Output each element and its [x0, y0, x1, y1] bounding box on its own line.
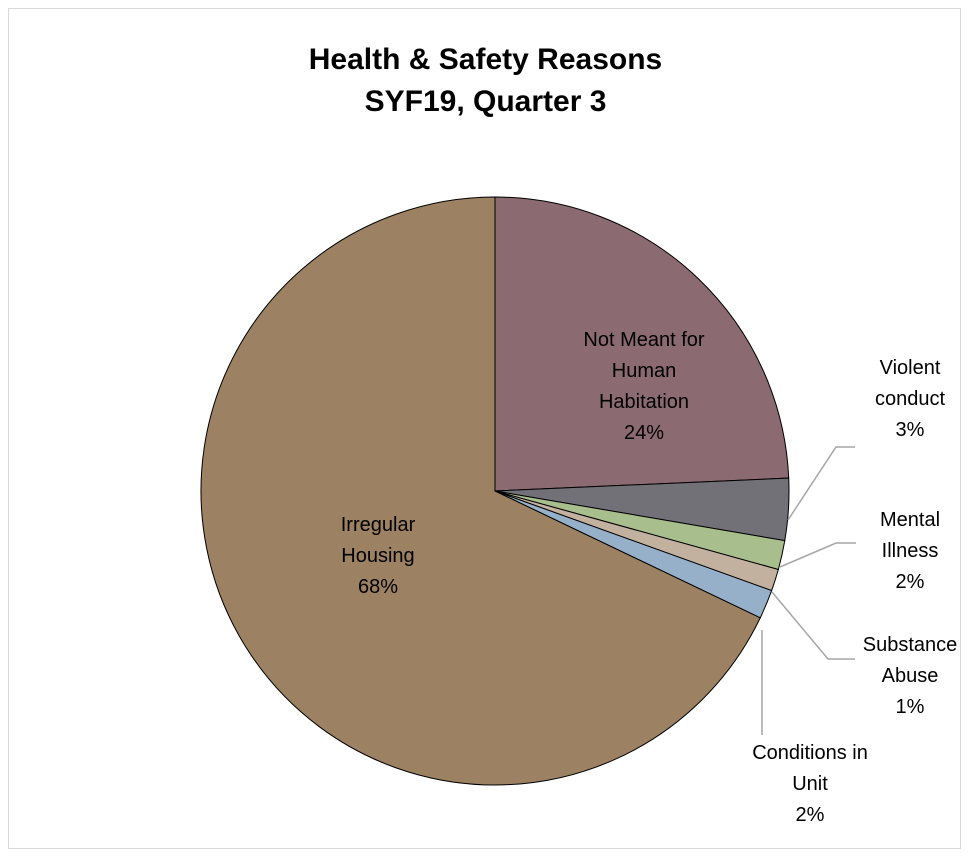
data-label-category: Human: [612, 360, 676, 382]
data-label-category: Violent: [880, 357, 941, 379]
data-label-category: Housing: [341, 545, 414, 567]
data-label: Irregular Housing 68%: [341, 514, 416, 598]
chart-title-line-2: SYF19, Quarter 3: [364, 85, 607, 118]
data-label-category: Irregular: [341, 514, 416, 536]
pie-slice-irregular-housing: [200, 196, 761, 786]
data-label-category: Not Meant for: [583, 329, 705, 351]
leader-line: [779, 542, 856, 568]
data-label-percent: 3%: [896, 419, 925, 441]
data-label-percent: 2%: [896, 571, 925, 593]
data-label-category: Conditions in: [752, 742, 868, 764]
data-label: Substance Abuse 1%: [863, 634, 958, 718]
data-label: Violent conduct 3%: [875, 357, 945, 441]
pie-slices: [200, 196, 790, 786]
data-label-percent: 24%: [624, 422, 664, 444]
leader-lines: [761, 446, 856, 735]
leader-line: [771, 591, 855, 660]
data-label: Mental Illness 2%: [880, 509, 940, 593]
chart-title-line-1: Health & Safety Reasons: [308, 43, 663, 76]
data-label-category: Illness: [882, 540, 939, 562]
data-label: Conditions in Unit 2%: [752, 742, 868, 826]
leader-line: [787, 446, 855, 521]
data-label-category: Habitation: [599, 391, 689, 413]
data-label-category: Substance: [863, 634, 958, 656]
data-label: Not Meant for Human Habitation 24%: [583, 329, 705, 444]
data-label-percent: 2%: [796, 804, 825, 826]
data-label-category: Abuse: [882, 665, 939, 687]
data-label-percent: 1%: [896, 696, 925, 718]
data-label-category: Mental: [880, 509, 940, 531]
chart-title: Health & Safety Reasons SYF19, Quarter 3: [9, 39, 962, 123]
pie-slice-not-meant-for-human-habitation: [494, 196, 790, 492]
data-label-category: conduct: [875, 388, 945, 410]
data-label-percent: 68%: [358, 576, 398, 598]
data-label-category: Unit: [792, 773, 828, 795]
data-labels: Not Meant for Human Habitation 24% Violent co…: [341, 329, 958, 826]
